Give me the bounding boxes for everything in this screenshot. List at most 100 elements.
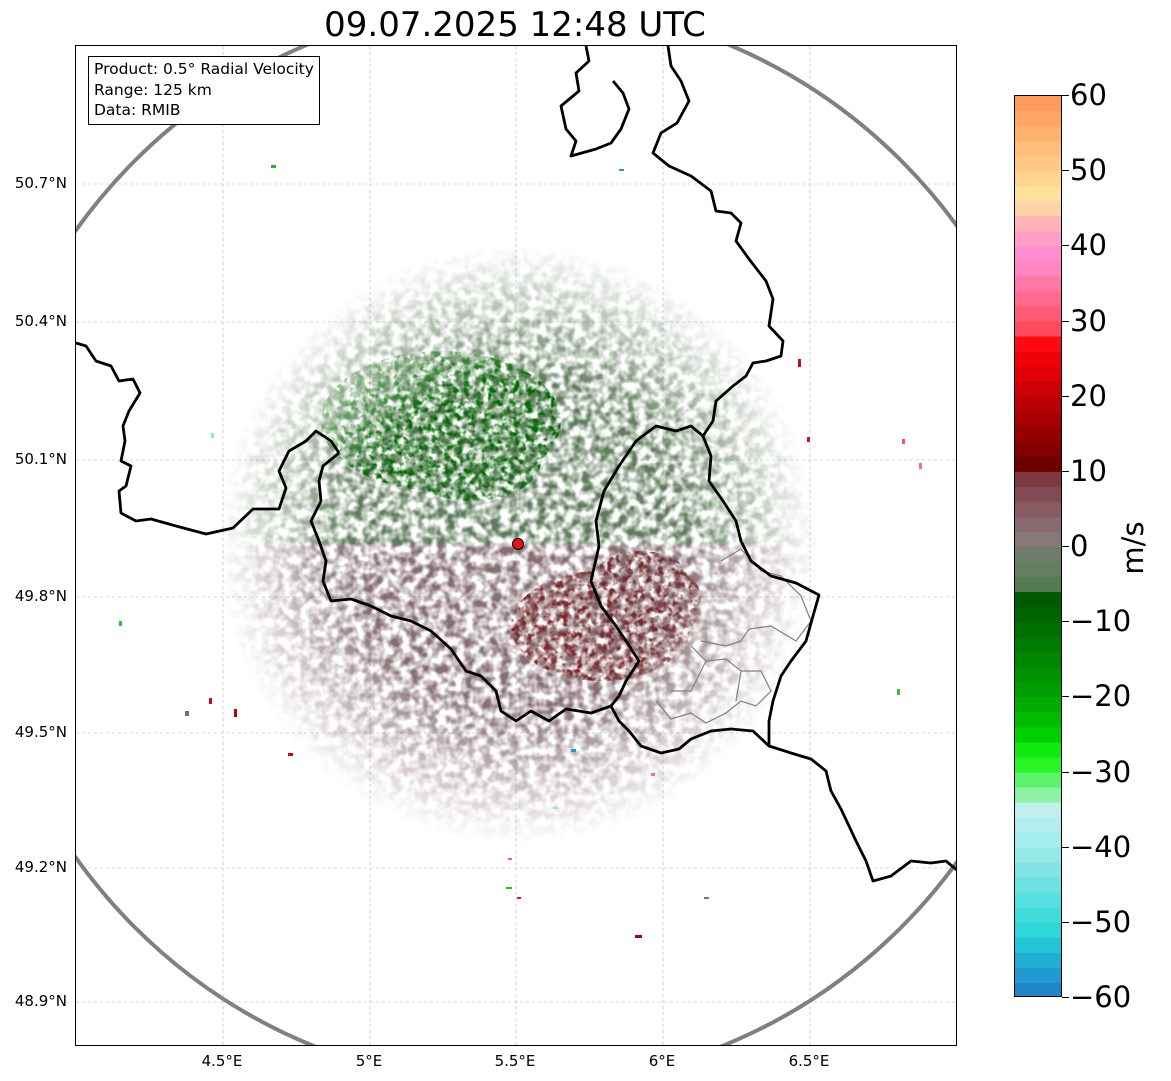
colorbar-segment [1015, 156, 1061, 172]
colorbar-segment [1015, 862, 1061, 879]
colorbar-tick-label: 30 [1070, 303, 1107, 338]
colorbar-segment [1015, 787, 1061, 804]
colorbar-segment [1015, 231, 1061, 247]
colorbar-segment [1015, 922, 1061, 939]
colorbar-segment [1015, 516, 1061, 533]
radar-map[interactable] [75, 45, 957, 1046]
lat-tick-label: 49.5°N [14, 723, 67, 741]
colorbar-segment [1015, 547, 1061, 563]
colorbar-tick [1062, 95, 1069, 96]
colorbar-tick-label: 40 [1070, 228, 1107, 263]
radar-site-marker[interactable] [512, 538, 524, 550]
country-borders [76, 46, 956, 883]
colorbar-tick [1062, 170, 1069, 172]
colorbar-segment [1015, 306, 1061, 323]
colorbar-tick [1062, 320, 1069, 322]
colorbar-tick [1062, 997, 1069, 998]
colorbar-segment [1015, 907, 1061, 924]
map-canvas [76, 46, 956, 1045]
colorbar-swatches [1015, 96, 1061, 996]
lat-tick-label: 50.1°N [14, 450, 67, 468]
colorbar-segment [1015, 486, 1061, 503]
colorbar-tick-label: −40 [1070, 829, 1132, 864]
info-data-source: Data: RMIB [94, 101, 181, 119]
colorbar-segment [1015, 817, 1061, 834]
colorbar-segment [1015, 411, 1061, 428]
colorbar-segment [1015, 201, 1061, 217]
colorbar-tick [1062, 846, 1069, 848]
colorbar-segment [1015, 261, 1061, 277]
colorbar-tick [1062, 621, 1069, 623]
colorbar-segment [1015, 126, 1061, 142]
colorbar-segment [1015, 246, 1061, 262]
colorbar-segment [1015, 381, 1061, 398]
colorbar-segment [1015, 441, 1061, 458]
colorbar-segment [1015, 366, 1061, 383]
colorbar-segment [1015, 772, 1061, 789]
colorbar-tick-label: 10 [1070, 453, 1107, 488]
colorbar-segment [1015, 742, 1061, 759]
colorbar-unit-label: m/s [1116, 521, 1150, 575]
colorbar-tick [1062, 395, 1069, 397]
colorbar-segment [1015, 562, 1061, 578]
colorbar-tick-label: −10 [1070, 604, 1132, 639]
colorbar-segment [1015, 336, 1061, 353]
colorbar-tick [1062, 470, 1069, 472]
colorbar-tick [1062, 546, 1069, 547]
lat-tick-label: 48.9°N [14, 992, 67, 1010]
isolated-echoes [119, 165, 922, 938]
lat-tick-label: 49.8°N [14, 587, 67, 605]
colorbar-segment [1015, 652, 1061, 668]
colorbar-segment [1015, 141, 1061, 157]
lon-tick-label: 6.5°E [788, 1052, 830, 1070]
colorbar-tick [1062, 696, 1069, 698]
velocity-colorbar [1014, 95, 1062, 997]
colorbar-tick [1062, 771, 1069, 773]
colorbar-tick-label: 0 [1070, 529, 1089, 563]
lat-tick-label: 50.4°N [14, 312, 67, 330]
colorbar-tick [1062, 921, 1069, 923]
colorbar-segment [1015, 952, 1061, 969]
colorbar-segment [1015, 111, 1061, 127]
colorbar-segment [1015, 186, 1061, 202]
colorbar-segment [1015, 802, 1061, 819]
colorbar-tick-label: −20 [1070, 679, 1132, 714]
colorbar-segment [1015, 967, 1061, 984]
colorbar-segment [1015, 456, 1061, 473]
colorbar-segment [1015, 291, 1061, 308]
colorbar-segment [1015, 667, 1061, 683]
colorbar-segment [1015, 697, 1061, 713]
colorbar-tick-label: −50 [1070, 904, 1132, 939]
colorbar-tick-label: 50 [1070, 153, 1107, 188]
colorbar-segment [1015, 937, 1061, 954]
colorbar-segment [1015, 351, 1061, 368]
colorbar-segment [1015, 321, 1061, 338]
lat-tick-label: 49.2°N [14, 858, 67, 876]
colorbar-segment [1015, 531, 1061, 548]
info-product: Product: 0.5° Radial Velocity [94, 60, 314, 78]
velocity-field [151, 177, 885, 911]
colorbar-segment [1015, 501, 1061, 518]
colorbar-segment [1015, 171, 1061, 187]
colorbar-tick-label: −30 [1070, 754, 1132, 789]
lon-tick-label: 5.5°E [494, 1052, 536, 1070]
lat-tick-label: 50.7°N [14, 174, 67, 192]
info-range: Range: 125 km [94, 80, 212, 99]
colorbar-segment [1015, 712, 1061, 728]
colorbar-tick [1062, 245, 1069, 247]
colorbar-segment [1015, 727, 1061, 744]
colorbar-segment [1015, 607, 1061, 623]
colorbar-segment [1015, 592, 1061, 608]
colorbar-segment [1015, 216, 1061, 232]
map-title: 09.07.2025 12:48 UTC [324, 5, 706, 45]
lon-tick-label: 5°E [355, 1052, 383, 1070]
colorbar-segment [1015, 426, 1061, 443]
colorbar-segment [1015, 682, 1061, 698]
colorbar-segment [1015, 276, 1061, 293]
colorbar-tick-label: 60 [1070, 78, 1107, 112]
colorbar-segment [1015, 622, 1061, 638]
colorbar-segment [1015, 471, 1061, 488]
info-box: Product: 0.5° Radial Velocity Range: 125… [88, 56, 320, 125]
colorbar-segment [1015, 892, 1061, 909]
colorbar-segment [1015, 577, 1061, 593]
